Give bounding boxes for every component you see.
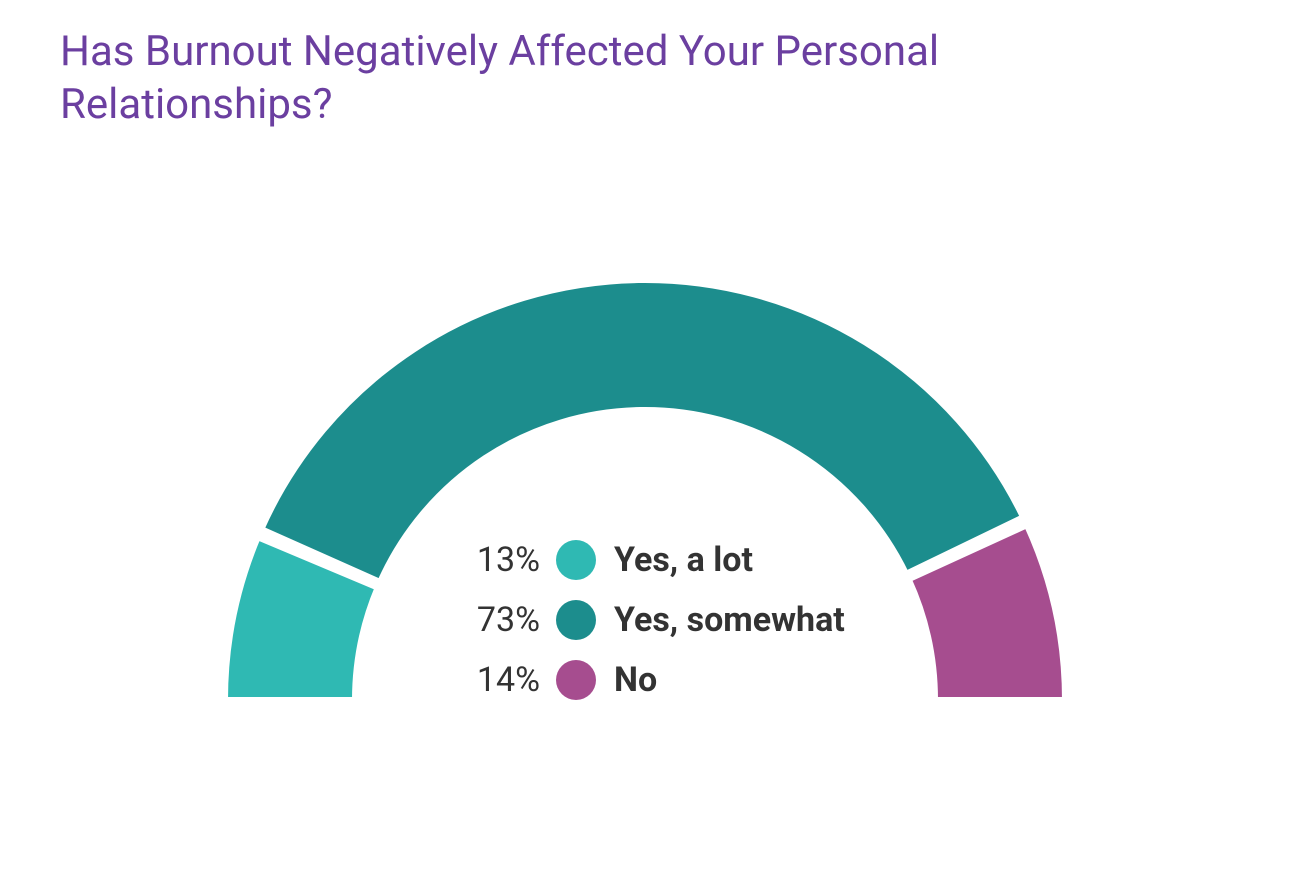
legend-swatch xyxy=(556,660,596,700)
legend-row-yes-somewhat: 73% Yes, somewhat xyxy=(430,600,950,640)
legend-row-no: 14% No xyxy=(430,660,950,700)
legend-pct: 13% xyxy=(430,540,540,580)
legend-swatch xyxy=(556,600,596,640)
page: Has Burnout Negatively Affected Your Per… xyxy=(0,0,1290,878)
legend-pct: 73% xyxy=(430,600,540,640)
legend-pct: 14% xyxy=(430,660,540,700)
legend-row-yes-a-lot: 13% Yes, a lot xyxy=(430,540,950,580)
legend: 13% Yes, a lot 73% Yes, somewhat 14% No xyxy=(430,520,950,720)
chart-title: Has Burnout Negatively Affected Your Per… xyxy=(60,26,1040,131)
legend-label: No xyxy=(614,660,657,700)
legend-swatch xyxy=(556,540,596,580)
legend-label: Yes, somewhat xyxy=(614,600,845,640)
legend-label: Yes, a lot xyxy=(614,540,753,580)
